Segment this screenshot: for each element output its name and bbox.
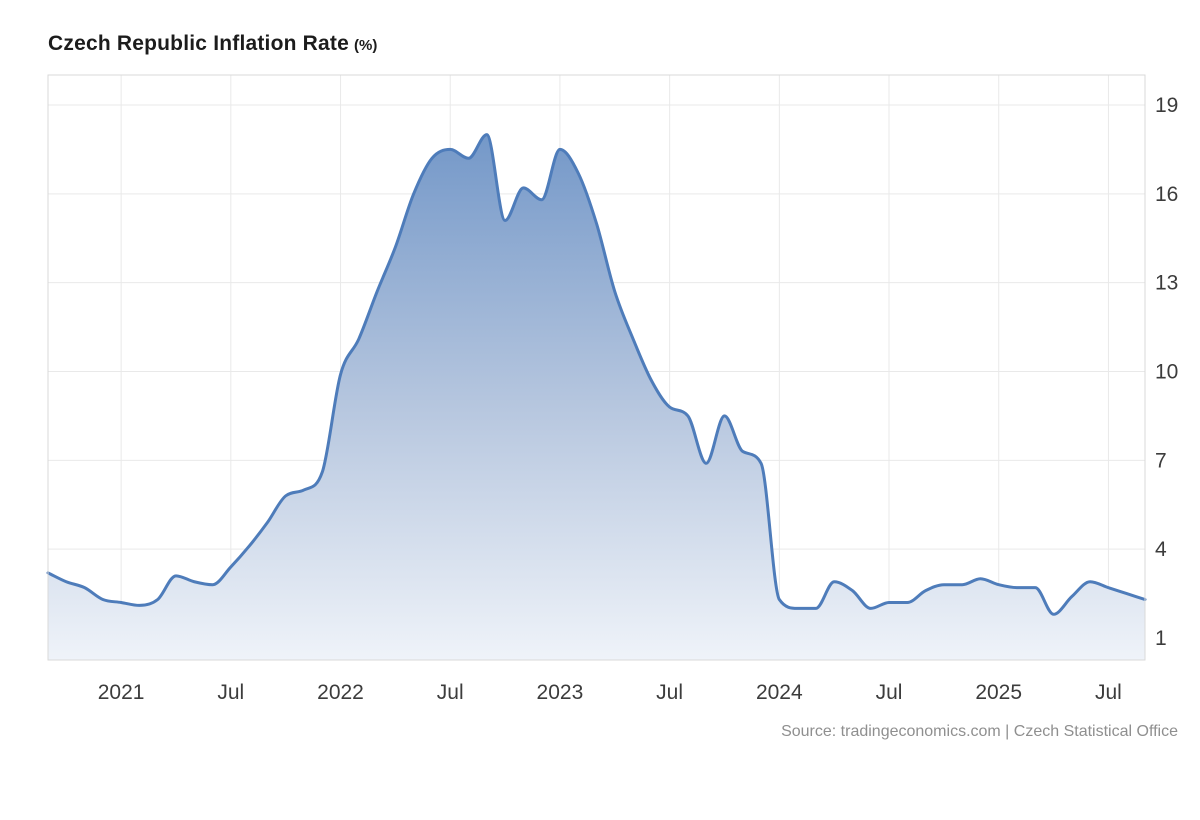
y-axis-tick-label: 13 [1155, 272, 1178, 295]
x-axis-tick-label: Jul [1095, 681, 1122, 704]
x-axis-tick-label: Jul [656, 681, 683, 704]
series-line [46, 133, 1147, 616]
source-credit[interactable]: Source: tradingeconomics.com | Czech Sta… [781, 723, 1178, 740]
x-axis-tick-label: 2023 [537, 681, 584, 704]
x-axis-tick-label: 2024 [756, 681, 803, 704]
x-axis-tick-label: 2025 [975, 681, 1022, 704]
y-axis-tick-label: 7 [1155, 449, 1167, 472]
y-axis-tick-label: 16 [1155, 183, 1178, 206]
chart-title-text: Czech Republic Inflation Rate [48, 32, 349, 55]
x-axis-tick-label: 2021 [98, 681, 145, 704]
x-axis-tick-label: Jul [217, 681, 244, 704]
x-axis-tick-label: Jul [876, 681, 903, 704]
y-axis-tick-label: 4 [1155, 538, 1167, 561]
x-axis-tick-label: 2022 [317, 681, 364, 704]
x-axis-tick-label: Jul [437, 681, 464, 704]
y-axis-tick-label: 1 [1155, 627, 1167, 650]
y-axis-tick-label: 19 [1155, 94, 1178, 117]
chart-title: Czech Republic Inflation Rate (%) [48, 32, 377, 56]
plot-border [47, 74, 1146, 661]
y-axis-tick-label: 10 [1155, 361, 1178, 384]
area-fill [48, 134, 1145, 661]
chart-title-unit: (%) [354, 37, 378, 54]
